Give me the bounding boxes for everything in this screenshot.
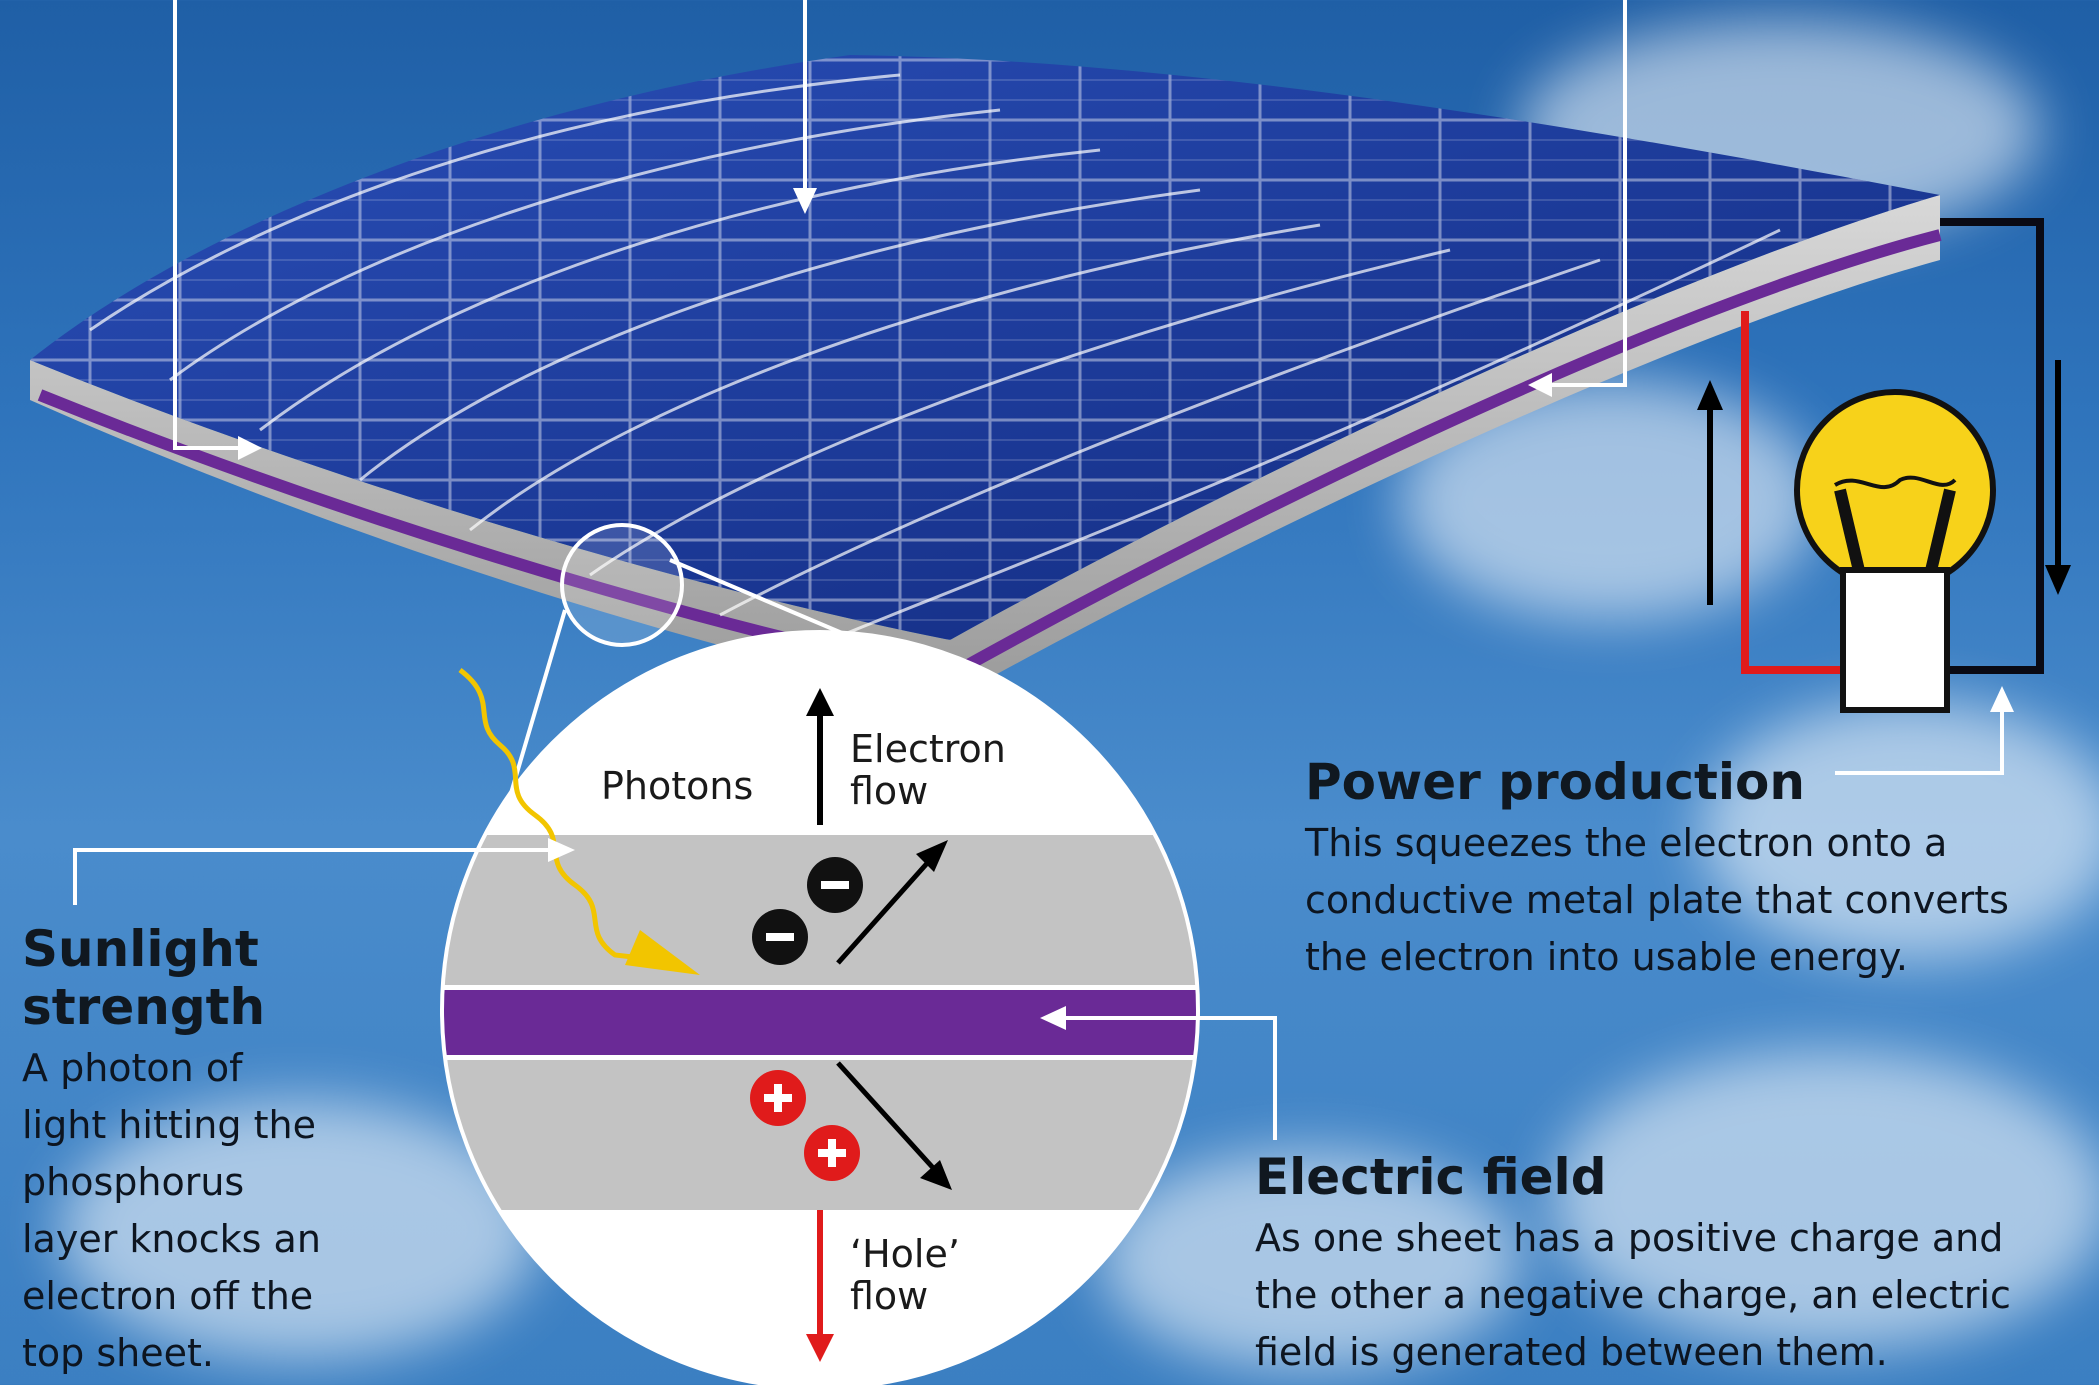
cloud-3 (1550, 1050, 2099, 1350)
electron-flow-label: Electron flow (850, 727, 1006, 813)
solar-panel-grid (30, 55, 1940, 640)
hole-flow-arrow (806, 1210, 834, 1362)
power-leader (1835, 686, 2014, 775)
electron-flow-arrow (806, 688, 834, 825)
junction-layer (442, 990, 1198, 1055)
current-arrow-up (1697, 380, 1723, 605)
power-body: This squeezes the electron onto a conduc… (1305, 821, 2009, 979)
circuit (1741, 218, 2044, 674)
photons-label: Photons (601, 764, 754, 808)
field-title: Electric field (1255, 1148, 1607, 1206)
panel-cell-lines (89, 73, 1781, 642)
top-sheet-layer (442, 835, 1198, 985)
leader-lines (173, 0, 1627, 450)
electron-icon (807, 857, 863, 913)
hole-drift-arrow (836, 1061, 952, 1190)
sunlight-title: Sunlight strength (22, 920, 266, 1036)
hole-icon (804, 1125, 860, 1181)
cloud-4 (60, 1100, 540, 1360)
field-leader (1040, 1006, 1277, 1140)
hole-icon (750, 1070, 806, 1126)
power-title: Power production (1305, 753, 1805, 811)
field-body: As one sheet has a positive charge and t… (1255, 1216, 2011, 1374)
photon-arrowhead (625, 930, 700, 975)
cloud-5 (1100, 1150, 1520, 1370)
zoom-source-marker (560, 523, 684, 647)
current-arrow-down (2045, 360, 2071, 595)
electron-drift-arrow (836, 840, 948, 965)
photon-wave-icon (458, 668, 661, 963)
sunlight-leader (73, 838, 575, 905)
lightbulb-icon (1794, 389, 1996, 713)
electron-icon (752, 909, 808, 965)
panel-edge (30, 195, 1940, 700)
cloud-2 (1700, 700, 2099, 960)
leader-arrowheads (238, 188, 1552, 460)
hole-flow-label: ‘Hole’ flow (850, 1232, 960, 1318)
sunlight-body: A photon of light hitting the phosphorus… (22, 1046, 321, 1375)
